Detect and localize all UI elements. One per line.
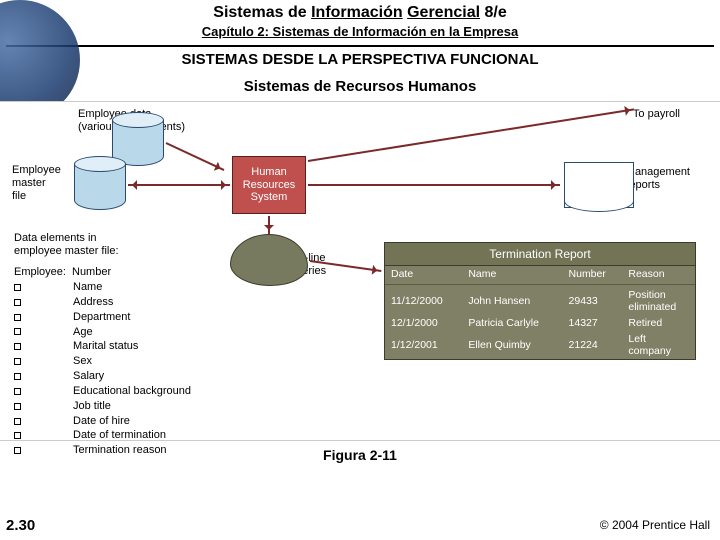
field-name: Date of termination	[73, 428, 166, 443]
field-name: Sex	[73, 354, 92, 369]
label-employee-master: Employee master file	[12, 164, 61, 204]
title-u2: Gerencial	[407, 4, 480, 21]
chapter-subtitle: Capítulo 2: Sistemas de Información en l…	[0, 24, 720, 39]
field-row: Educational background	[14, 384, 191, 399]
label-mgmt-reports: Management reports	[626, 166, 690, 192]
figure-canvas: Employee data (various departments) To p…	[0, 101, 720, 441]
slide-header: Sistemas de Información Gerencial 8/e Ca…	[0, 0, 720, 39]
node-mgmt-reports	[564, 162, 634, 208]
checkbox-icon	[14, 314, 21, 321]
field-row: Date of termination	[14, 428, 191, 443]
report-row: 12/1/2000Patricia Carlyle14327Retired	[385, 315, 695, 331]
label-number: Number	[72, 266, 111, 279]
label-to-payroll: To payroll	[633, 108, 680, 121]
field-name: Salary	[73, 369, 104, 384]
field-name: Address	[73, 295, 113, 310]
report-cell: 12/1/2000	[385, 315, 462, 331]
checkbox-icon	[14, 328, 21, 335]
field-name: Date of hire	[73, 414, 130, 429]
field-name: Department	[73, 310, 130, 325]
book-title: Sistemas de Información Gerencial 8/e	[0, 4, 720, 22]
field-name: Age	[73, 325, 93, 340]
report-cell: Position eliminated	[622, 285, 695, 316]
report-cell: 14327	[563, 315, 623, 331]
field-name: Termination reason	[73, 443, 167, 458]
report-cell: Retired	[622, 315, 695, 331]
checkbox-icon	[14, 447, 21, 454]
report-cell: John Hansen	[462, 285, 562, 316]
header-divider	[6, 45, 714, 47]
field-row: Salary	[14, 369, 191, 384]
report-cell: Ellen Quimby	[462, 331, 562, 359]
arrow-master-hrs	[128, 184, 230, 186]
checkbox-icon	[14, 343, 21, 350]
checkbox-icon	[14, 358, 21, 365]
field-row: Department	[14, 310, 191, 325]
report-col: Reason	[622, 266, 695, 285]
field-list: NameAddressDepartmentAgeMarital statusSe…	[14, 280, 191, 458]
field-row: Name	[14, 280, 191, 295]
checkbox-icon	[14, 418, 21, 425]
checkbox-icon	[14, 403, 21, 410]
field-row: Job title	[14, 399, 191, 414]
field-row: Marital status	[14, 339, 191, 354]
termination-report: Termination Report DateNameNumberReason …	[384, 242, 696, 360]
report-cell: 21224	[563, 331, 623, 359]
node-online-queries	[230, 234, 308, 286]
arrow-empdata-to-hrs	[166, 142, 225, 171]
arrow-hrs-down	[268, 216, 270, 234]
cylinder-master-file	[74, 156, 126, 210]
checkbox-icon	[14, 373, 21, 380]
box-hr-system: Human Resources System	[232, 156, 306, 214]
label-data-elements-title: Data elements in employee master file:	[14, 232, 119, 258]
section-subheading: Sistemas de Recursos Humanos	[0, 78, 720, 95]
label-employee: Employee:	[14, 266, 66, 279]
report-title: Termination Report	[385, 243, 695, 266]
field-name: Marital status	[73, 339, 138, 354]
report-table: DateNameNumberReason 11/12/2000John Hans…	[385, 266, 695, 359]
checkbox-icon	[14, 432, 21, 439]
report-row: 11/12/2000John Hansen29433Position elimi…	[385, 285, 695, 316]
field-row: Address	[14, 295, 191, 310]
box-hr-system-label: Human Resources System	[243, 166, 296, 204]
arrow-hrs-to-reports	[308, 184, 560, 186]
checkbox-icon	[14, 284, 21, 291]
copyright: © 2004 Prentice Hall	[600, 518, 710, 532]
field-name: Educational background	[73, 384, 191, 399]
title-pre: Sistemas de	[213, 4, 311, 21]
field-row: Sex	[14, 354, 191, 369]
field-name: Job title	[73, 399, 111, 414]
slide-number: 2.30	[6, 517, 35, 534]
report-cell: Patricia Carlyle	[462, 315, 562, 331]
arrow-hrs-to-payroll	[308, 108, 634, 162]
report-cell: 1/12/2001	[385, 331, 462, 359]
field-name: Name	[73, 280, 102, 295]
checkbox-icon	[14, 299, 21, 306]
report-cell: Left company	[622, 331, 695, 359]
field-row: Termination reason	[14, 443, 191, 458]
report-cell: 29433	[563, 285, 623, 316]
section-heading: SISTEMAS DESDE LA PERSPECTIVA FUNCIONAL	[0, 51, 720, 68]
checkbox-icon	[14, 388, 21, 395]
title-u1: Información	[311, 4, 403, 21]
title-post: 8/e	[480, 4, 507, 21]
field-row: Age	[14, 325, 191, 340]
report-col: Date	[385, 266, 462, 285]
report-cell: 11/12/2000	[385, 285, 462, 316]
report-col: Name	[462, 266, 562, 285]
field-row: Date of hire	[14, 414, 191, 429]
report-row: 1/12/2001Ellen Quimby21224Left company	[385, 331, 695, 359]
report-col: Number	[563, 266, 623, 285]
